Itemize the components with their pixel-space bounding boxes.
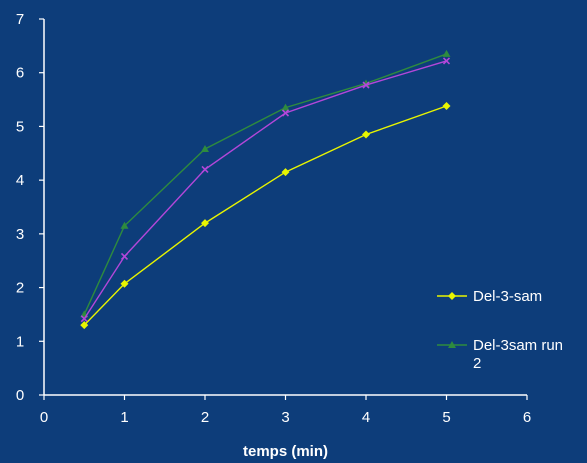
x-tick-label: 5 [442, 409, 450, 426]
y-tick-label: 2 [16, 280, 24, 297]
series-line [83, 60, 447, 320]
y-tick-label: 0 [16, 387, 24, 404]
x-tick-label: 1 [120, 409, 128, 426]
y-tick-label: 1 [16, 333, 24, 350]
axes [43, 19, 527, 396]
data-point [281, 109, 290, 117]
legend-entry: Del-3-sam [437, 288, 542, 305]
series-line [83, 105, 447, 326]
data-point [442, 102, 451, 111]
data-point [442, 49, 451, 57]
x-tick-label: 3 [281, 409, 289, 426]
legend-entry: Del-3sam run 2 [437, 337, 563, 372]
series [80, 49, 451, 330]
series-2 [80, 57, 451, 323]
data-point [120, 252, 129, 260]
legend-label: Del-3sam run 2 [473, 337, 563, 372]
x-tick-label: 2 [201, 409, 209, 426]
y-tick-label: 7 [16, 11, 24, 28]
data-point [120, 221, 129, 229]
data-point [281, 103, 290, 111]
y-tick-label: 3 [16, 226, 24, 243]
x-axis-title: temps (min) [243, 443, 328, 460]
legend-marker [448, 341, 456, 348]
y-tick-label: 4 [16, 172, 24, 189]
y-tick-label: 6 [16, 65, 24, 82]
series-0 [80, 102, 451, 330]
ticks: 0 1 2 3 4 5 6 0 1 2 3 4 5 6 7 [16, 11, 531, 426]
y-tick-label: 5 [16, 118, 24, 135]
legend-marker [448, 292, 456, 300]
data-point [120, 279, 129, 288]
x-tick-label: 0 [40, 409, 48, 426]
legend-label: Del-3-sam [473, 288, 542, 305]
data-point [362, 81, 370, 89]
x-tick-label: 6 [523, 409, 531, 426]
data-point [201, 144, 209, 152]
data-point [201, 219, 209, 228]
series-line [83, 53, 447, 315]
data-point [442, 57, 451, 65]
data-point [281, 168, 290, 177]
data-point [201, 165, 209, 173]
data-point [362, 130, 370, 139]
data-point [80, 315, 88, 323]
data-point [80, 321, 89, 330]
legend: Del-3-sam Del-3sam run 2 [437, 288, 563, 372]
x-tick-label: 4 [362, 409, 370, 426]
series-1 [80, 49, 451, 318]
